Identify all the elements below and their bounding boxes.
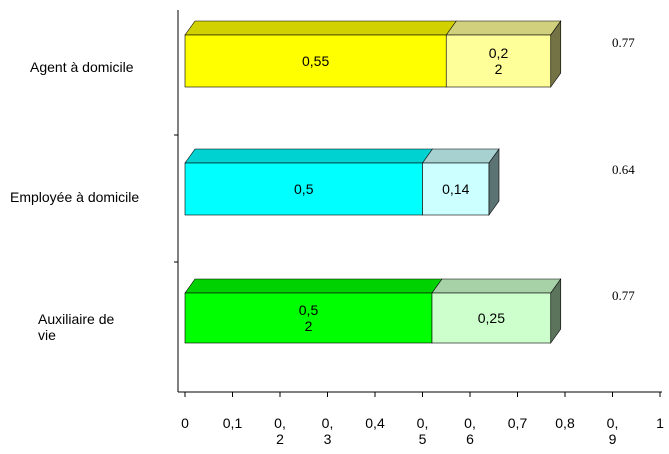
bar-top-face — [445, 20, 562, 36]
x-tick-label: 0 — [181, 415, 189, 431]
bar-segment — [431, 292, 552, 344]
x-tick-label: 0, 2 — [274, 415, 286, 447]
data-label: 0,25 — [478, 310, 505, 326]
x-tick-label: 0,1 — [223, 415, 243, 431]
x-tick-label: 0, 3 — [322, 415, 334, 447]
bar-segment — [184, 162, 423, 216]
total-label: 0.77 — [612, 35, 635, 50]
bar-top-face — [421, 148, 500, 164]
x-tick-label: 1 — [656, 415, 664, 431]
bar-top-face — [431, 278, 562, 294]
bar-top-face — [184, 20, 457, 36]
total-label: 0.64 — [612, 162, 635, 177]
category-label: Agent à domicile — [30, 59, 134, 75]
bar-segment — [184, 292, 433, 344]
x-tick-label: 0,7 — [508, 415, 528, 431]
bar-side-face — [550, 278, 562, 344]
bar-segment — [422, 162, 490, 216]
x-tick-label: 0, 5 — [417, 415, 429, 447]
x-tick-label: 0,4 — [365, 415, 385, 431]
x-tick-label: 0,8 — [555, 415, 575, 431]
bar-top-face — [184, 148, 434, 164]
data-label: 0,5 2 — [299, 302, 319, 334]
category-label: Auxiliaire de vie — [38, 311, 114, 343]
bar-segment — [184, 34, 447, 88]
x-tick-label: 0, 6 — [464, 415, 476, 447]
data-label: 0,2 2 — [489, 45, 509, 77]
data-label: 0,55 — [302, 53, 329, 69]
total-label: 0.77 — [612, 288, 635, 303]
x-tick-label: 0, 9 — [607, 415, 619, 447]
bar-side-face — [550, 20, 562, 88]
data-label: 0,5 — [294, 181, 314, 197]
category-label: Employée à domicile — [10, 189, 139, 205]
data-label: 0,14 — [442, 181, 469, 197]
bar-top-face — [184, 278, 443, 294]
bar-side-face — [488, 148, 500, 216]
